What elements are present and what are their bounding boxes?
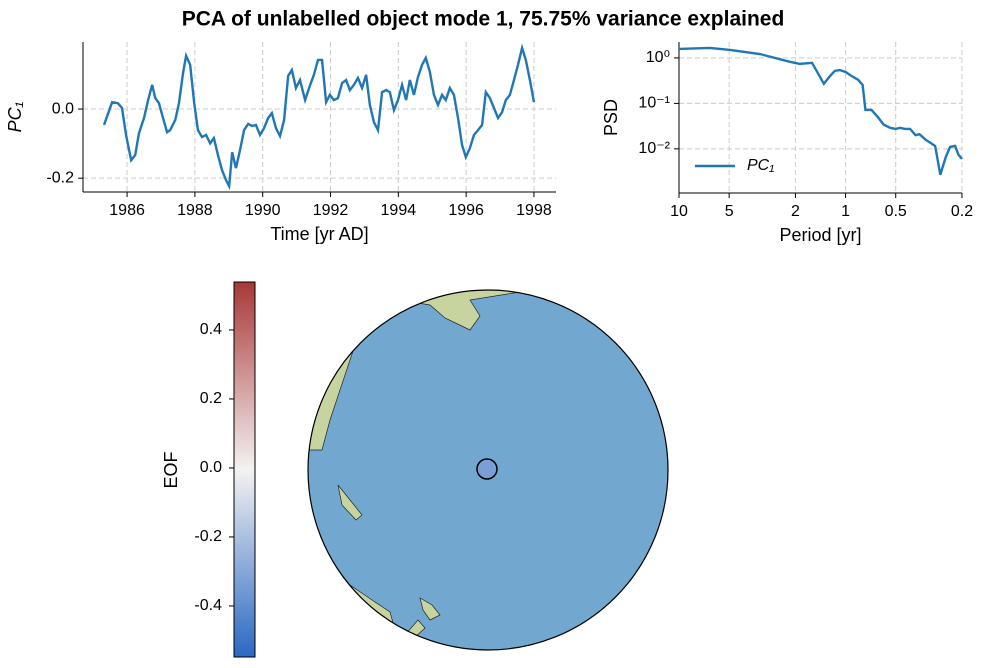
colorbar xyxy=(233,281,256,658)
x-tick-label: 1988 xyxy=(177,202,213,219)
y-tick-label: 0.0 xyxy=(52,100,74,117)
x-tick-label: 1992 xyxy=(313,202,349,219)
x-tick-label: 1 xyxy=(841,203,850,220)
x-tick-label: 1990 xyxy=(245,202,281,219)
y-tick-label: 10⁻¹ xyxy=(638,95,670,112)
y-tick-label: -0.2 xyxy=(46,169,74,186)
x-tick-label: 2 xyxy=(791,203,800,220)
x-axis-label: Time [yr AD] xyxy=(270,224,368,244)
x-tick-label: 1986 xyxy=(109,202,145,219)
colorbar-tick-label: -0.4 xyxy=(194,597,222,614)
data-line xyxy=(102,43,536,191)
x-tick-label: 0.2 xyxy=(951,203,973,220)
y-tick-label: 10⁻² xyxy=(638,140,670,157)
data-line xyxy=(678,46,963,176)
x-tick-label: 0.5 xyxy=(885,203,907,220)
legend-label: PC₁ xyxy=(747,157,774,174)
y-axis-label: PC₁ xyxy=(5,101,25,132)
colorbar-tick-label: 0.2 xyxy=(200,390,222,407)
colorbar-tick-label: 0.4 xyxy=(200,321,222,338)
x-tick-label: 10 xyxy=(670,203,688,220)
x-axis-label: Period [yr] xyxy=(779,225,861,245)
colorbar-tick-label: -0.2 xyxy=(194,528,222,545)
colorbar-tick-label: 0.0 xyxy=(200,459,222,476)
x-tick-label: 1994 xyxy=(381,202,417,219)
x-tick-label: 5 xyxy=(725,203,734,220)
globe-outline xyxy=(307,289,669,651)
figure-title: PCA of unlabelled object mode 1, 75.75% … xyxy=(182,8,785,31)
y-axis-label: PSD xyxy=(601,99,621,136)
colorbar-label: EOF xyxy=(161,451,181,488)
x-tick-label: 1998 xyxy=(516,202,552,219)
site-marker xyxy=(476,458,498,480)
y-tick-label: 10⁰ xyxy=(646,49,670,66)
x-tick-label: 1996 xyxy=(448,202,484,219)
